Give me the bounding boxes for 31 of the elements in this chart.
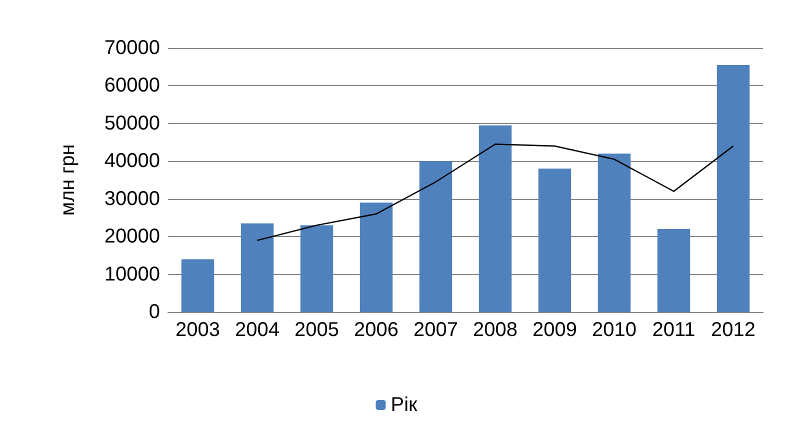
bar [360,202,393,312]
x-tick-label: 2012 [711,319,756,341]
bar [300,225,334,312]
x-tick-label: 2009 [532,319,577,341]
y-tick-label: 60000 [104,74,160,97]
y-tick-label: 20000 [104,226,160,248]
y-tick-label: 70000 [104,37,160,59]
bar [657,229,690,312]
x-tick-label: 2006 [354,319,398,341]
y-tick-label: 0 [148,301,160,323]
bar [478,125,512,312]
y-tick-label: 10000 [104,263,160,286]
x-tick-label: 2003 [176,319,220,341]
bar [716,64,750,312]
bar [419,161,452,312]
y-tick-label: 50000 [104,112,160,134]
line-series [256,144,734,241]
y-tick-label: 40000 [104,150,160,172]
bar [538,168,572,312]
x-tick-label: 2010 [592,319,636,341]
x-tick-label: 2004 [235,319,280,341]
bar [240,223,274,312]
x-tick-label: 2011 [652,319,696,341]
y-axis-title: млн грн [57,144,79,216]
x-tick-label: 2007 [414,319,458,341]
y-tick-label: 30000 [104,188,160,210]
x-tick-label: 2008 [473,319,518,341]
legend-label: Рік [390,394,418,416]
bar [181,259,214,312]
bar [598,154,631,312]
x-tick-label: 2005 [294,319,339,341]
